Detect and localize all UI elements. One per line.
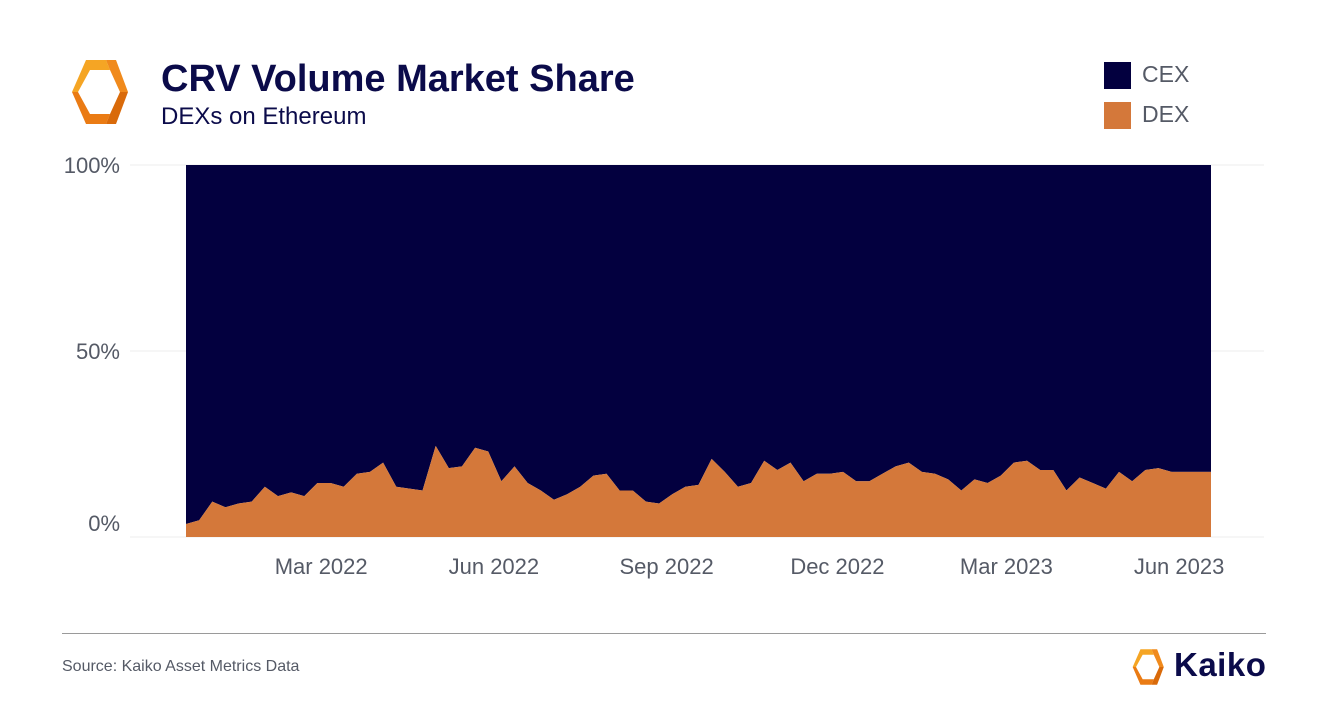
kaiko-brand-icon [1132,649,1164,685]
x-tick-label-0: Mar 2022 [275,554,368,579]
series-area-dex [186,445,1211,537]
y-tick-label-2: 100% [64,153,120,178]
y-tick-label-0: 0% [88,511,120,536]
chart-title: CRV Volume Market Share [161,58,635,100]
x-tick-label-5: Jun 2023 [1134,554,1225,579]
x-tick-label-3: Dec 2022 [790,554,884,579]
source-note: Source: Kaiko Asset Metrics Data [62,658,300,675]
series-area-cex [186,165,1211,524]
legend-swatch-dex [1104,102,1131,129]
legend-swatch-cex [1104,62,1131,89]
y-tick-label-1: 50% [76,339,120,364]
x-tick-label-1: Jun 2022 [449,554,540,579]
x-tick-label-4: Mar 2023 [960,554,1053,579]
legend-label-cex: CEX [1142,61,1190,87]
kaiko-brand-name: Kaiko [1174,646,1267,683]
legend-label-dex: DEX [1142,101,1190,127]
x-tick-label-2: Sep 2022 [619,554,713,579]
market-share-chart: 0% 50% 100% Mar 2022 Jun 2022 Sep 2022 Dec 202… [64,153,1264,579]
kaiko-logo-icon [72,60,128,124]
footer-divider [62,633,1266,634]
chart-subtitle: DEXs on Ethereum [161,103,367,130]
